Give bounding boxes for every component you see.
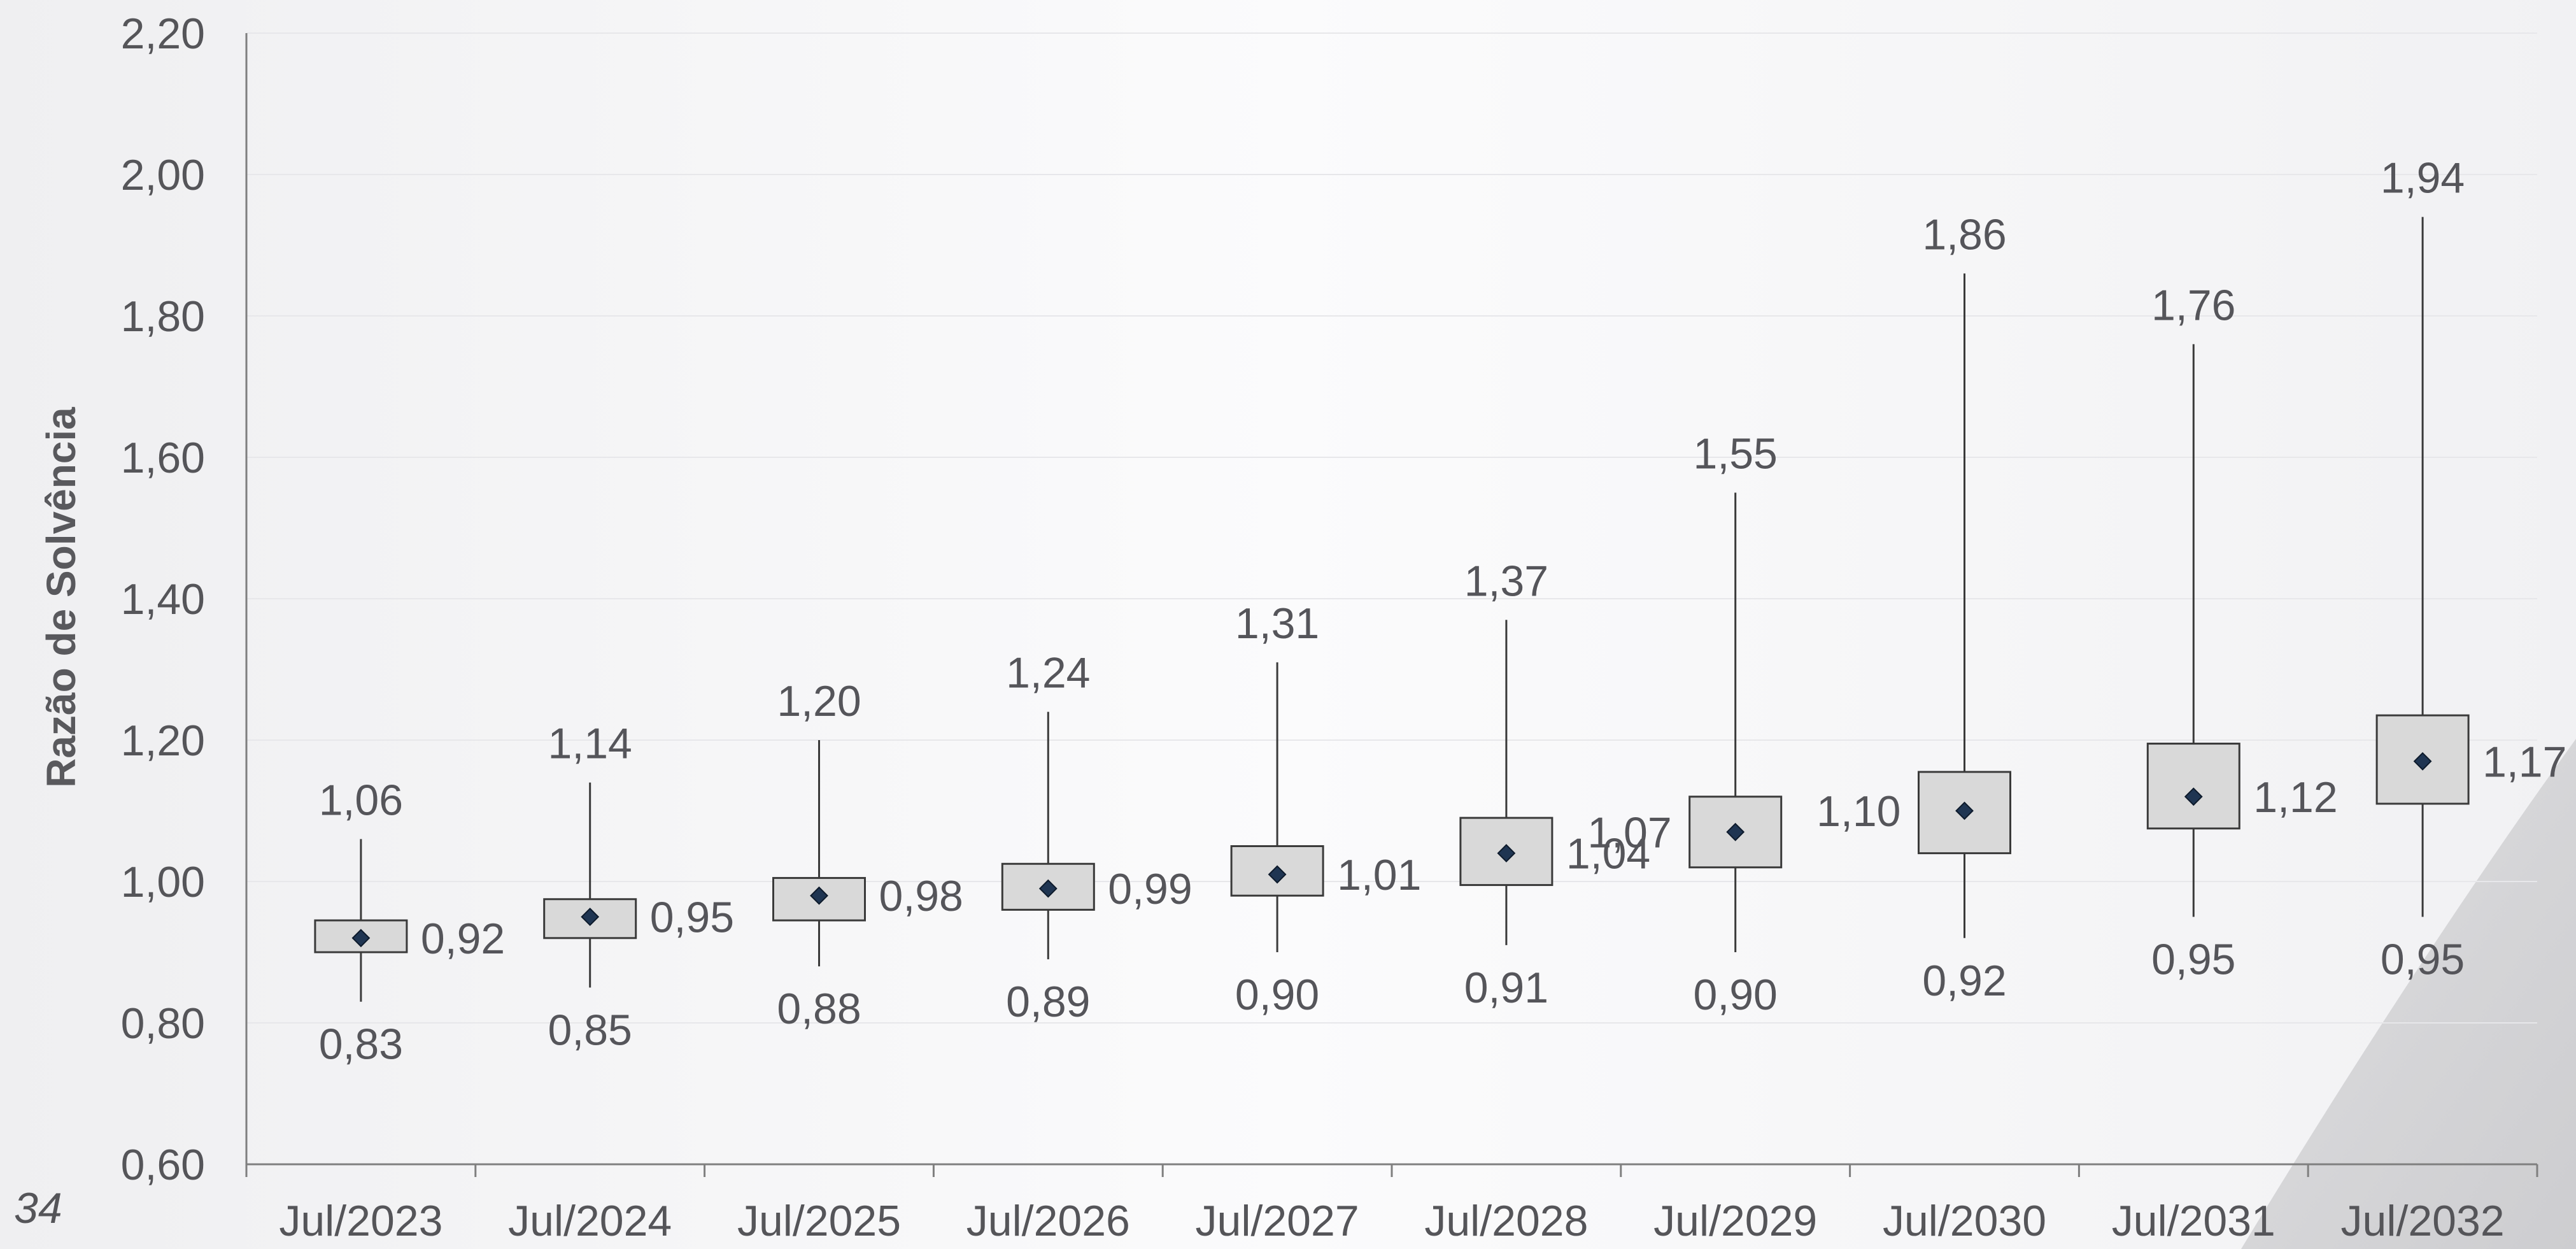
y-tick-label: 1,20 xyxy=(121,717,205,765)
median-marker xyxy=(1497,844,1516,863)
y-tick-label: 2,20 xyxy=(121,10,205,58)
min-label: 0,83 xyxy=(319,1020,403,1069)
max-label: 1,14 xyxy=(548,720,632,768)
boxes xyxy=(314,217,2470,1002)
median-label: 1,12 xyxy=(2253,773,2337,822)
y-tick-label: 0,60 xyxy=(121,1141,205,1189)
median-label: 0,99 xyxy=(1108,865,1192,913)
x-tick-labels: Jul/2023 Jul/2024 Jul/2025 Jul/2026 Jul/2027… xyxy=(279,1197,2504,1245)
y-tick-labels: 0,60 0,80 1,00 1,20 1,40 1,60 1,80 2,00 2,20 xyxy=(121,10,205,1189)
median-label: 0,92 xyxy=(421,915,505,963)
min-label: 0,92 xyxy=(1922,957,2006,1005)
x-tick-label: Jul/2026 xyxy=(966,1197,1130,1245)
min-label: 0,95 xyxy=(2381,936,2465,984)
decorative-page-curl xyxy=(2241,739,2576,1249)
min-label: 0,95 xyxy=(2151,936,2235,984)
min-label: 0,90 xyxy=(1235,971,1319,1019)
x-tick-label: Jul/2025 xyxy=(737,1197,901,1245)
median-label: 1,07 xyxy=(1587,808,1671,857)
x-tick-label: Jul/2024 xyxy=(508,1197,672,1245)
y-tick-label: 1,40 xyxy=(121,575,205,624)
median-marker xyxy=(810,886,828,905)
max-label: 1,76 xyxy=(2151,281,2235,329)
box xyxy=(2375,714,2470,805)
median-label: 0,98 xyxy=(879,872,963,920)
max-label: 1,24 xyxy=(1006,649,1090,697)
median-marker xyxy=(1726,822,1745,841)
median-marker xyxy=(581,908,600,926)
median-marker xyxy=(351,929,371,948)
y-tick-label: 0,80 xyxy=(121,999,205,1048)
median-label: 1,17 xyxy=(2482,738,2566,786)
min-label: 0,89 xyxy=(1006,978,1090,1026)
max-label: 1,55 xyxy=(1694,430,1778,478)
max-label: 1,94 xyxy=(2381,154,2465,203)
median-label: 1,04 xyxy=(1566,830,1650,878)
page-number: 34 xyxy=(14,1184,62,1232)
y-axis-title: Razão de Solvência xyxy=(38,407,84,788)
box xyxy=(2146,743,2240,830)
y-tick-label: 1,80 xyxy=(121,292,205,341)
y-tick-label: 2,00 xyxy=(121,151,205,199)
max-label: 1,06 xyxy=(319,776,403,824)
y-tick-label: 1,00 xyxy=(121,858,205,906)
min-label: 0,90 xyxy=(1694,971,1778,1019)
x-tick-label: Jul/2023 xyxy=(279,1197,442,1245)
median-marker xyxy=(1268,865,1287,884)
x-tick-label: Jul/2031 xyxy=(2112,1197,2275,1245)
median-label: 1,10 xyxy=(1816,787,1900,836)
min-label: 0,91 xyxy=(1464,964,1548,1012)
x-tick-label: Jul/2027 xyxy=(1196,1197,1359,1245)
max-label: 1,86 xyxy=(1922,210,2006,259)
y-tick-label: 1,60 xyxy=(121,434,205,482)
axes xyxy=(245,33,2538,1177)
x-tick-label: Jul/2032 xyxy=(2341,1197,2505,1245)
median-label: 1,01 xyxy=(1337,851,1421,899)
x-tick-label: Jul/2030 xyxy=(1883,1197,2046,1245)
median-marker xyxy=(1955,801,1974,820)
max-label: 1,37 xyxy=(1464,557,1548,605)
grid-lines xyxy=(246,32,2537,1024)
max-label: 1,20 xyxy=(777,677,861,725)
min-label: 0,85 xyxy=(548,1006,632,1055)
median-label: 0,95 xyxy=(650,894,734,942)
data-labels: 1,06 0,83 0,92 1,14 0,85 0,95 1,20 0,88 0,98 1,24… xyxy=(319,154,2567,1069)
max-label: 1,31 xyxy=(1235,599,1319,648)
median-marker xyxy=(1038,879,1058,898)
median-marker xyxy=(2184,787,2203,806)
median-marker xyxy=(2413,752,2432,771)
x-tick-label: Jul/2028 xyxy=(1424,1197,1588,1245)
min-label: 0,88 xyxy=(777,985,861,1033)
x-tick-label: Jul/2029 xyxy=(1653,1197,1817,1245)
